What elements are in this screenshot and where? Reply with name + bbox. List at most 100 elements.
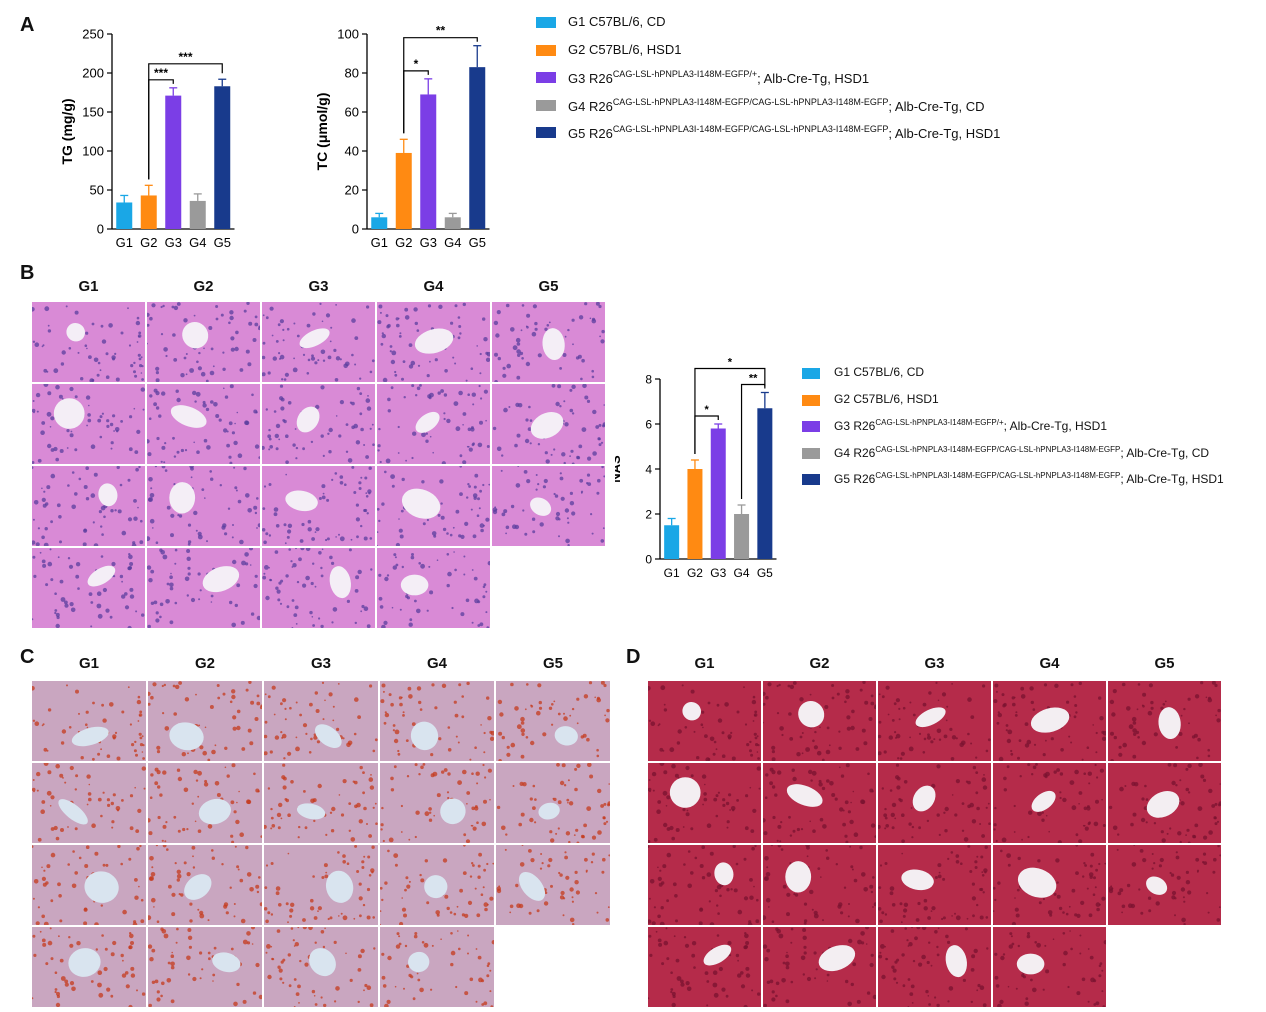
micrograph-tile (146, 546, 262, 629)
y-tick-label: 6 (645, 418, 652, 432)
micrograph-tile (492, 465, 606, 547)
significance-label: * (704, 404, 709, 416)
legend-swatch (536, 17, 556, 28)
panel-label-d: D (626, 646, 641, 668)
y-tick-label: 40 (345, 144, 359, 159)
y-tick-label: 200 (82, 66, 104, 81)
micrograph-tile (30, 844, 146, 927)
bar-g4 (444, 217, 461, 229)
micrograph-tile (377, 548, 492, 630)
bar-g4 (734, 514, 750, 559)
micrograph-tile (380, 681, 496, 761)
legend-swatch (802, 447, 820, 459)
column-title-g1: G1 (694, 655, 715, 672)
significance-label: *** (178, 50, 192, 64)
micrograph-tile (145, 384, 261, 465)
panel-label-c: C (20, 646, 35, 668)
micrograph-tile (261, 302, 375, 382)
column-title-g3: G3 (924, 655, 945, 672)
column-title-g4: G4 (426, 655, 447, 672)
micrograph-tile (646, 681, 761, 762)
micrograph-tile (146, 843, 264, 925)
y-tick-label: 50 (90, 183, 104, 198)
column-title-g5: G5 (1154, 655, 1175, 672)
bar-g2 (687, 469, 703, 559)
bar-g2 (395, 152, 412, 229)
legend-swatch (536, 44, 556, 56)
micrograph-tile (492, 383, 607, 466)
micrograph-tile (496, 762, 612, 845)
y-tick-label: 100 (82, 144, 104, 159)
significance-label: * (728, 357, 733, 369)
legend-swatch (536, 127, 556, 138)
micrograph-tile (146, 680, 264, 762)
micrograph-tile (261, 465, 375, 546)
x-tick-label: G5 (757, 566, 773, 580)
y-axis-label: TC (μmol/g) (314, 93, 330, 171)
y-axis-label: NAS (615, 455, 623, 483)
y-tick-label: 150 (82, 105, 104, 120)
micrograph-tile (761, 763, 877, 844)
y-tick-label: 100 (337, 27, 359, 42)
micrograph-tile (376, 465, 491, 548)
micrograph-tile (145, 301, 262, 383)
legend-label: G2 C57BL/6, HSD1 (834, 391, 939, 406)
legend-swatch (802, 474, 820, 485)
bar-g2 (140, 195, 157, 229)
micrograph-tile (761, 842, 878, 925)
micrograph-tile (496, 680, 610, 763)
micrograph-tile (647, 761, 761, 843)
micrograph-tile (262, 763, 378, 843)
micrograph-tile (264, 925, 378, 1008)
x-tick-label: G4 (734, 566, 750, 580)
legend-label: G5 R26CAG-LSL-hPNPLA3I-148M-EGFP/CAG-LSL… (834, 471, 1224, 486)
micrograph-tile (146, 763, 263, 844)
column-title-g4: G4 (423, 278, 444, 295)
legend-label: G1 C57BL/6, CD (834, 365, 925, 379)
bar-g5 (469, 67, 486, 230)
micrograph-tile (263, 681, 378, 761)
micrograph-tile (145, 463, 262, 546)
column-title-g5: G5 (542, 655, 563, 672)
legend-swatch (536, 72, 556, 83)
y-tick-label: 2 (645, 508, 652, 522)
micrograph-tile (876, 763, 991, 843)
x-tick-label: G5 (469, 235, 486, 250)
micrograph-tile (993, 763, 1106, 845)
micrograph-tile (1108, 762, 1223, 845)
panel-label-a: A (20, 14, 35, 36)
micrograph-tile (877, 681, 991, 761)
x-tick-label: G1 (664, 566, 680, 580)
significance-label: *** (154, 66, 168, 80)
micrograph-tile (379, 844, 495, 927)
micrograph-tile (263, 844, 378, 925)
micrograph-tile (30, 302, 145, 383)
bar-g1 (664, 525, 680, 559)
micrograph-tile (646, 844, 761, 927)
micrograph-tile (492, 301, 605, 384)
micrograph-tile (260, 384, 375, 464)
micrograph-tile (993, 927, 1108, 1009)
column-title-g3: G3 (310, 655, 331, 672)
x-tick-label: G2 (140, 235, 157, 250)
panel-label-b: B (20, 262, 35, 284)
micrograph-tile (31, 761, 146, 843)
micrograph-tile (1108, 844, 1222, 926)
column-title-g3: G3 (308, 278, 329, 295)
significance-bracket (403, 37, 478, 134)
column-title-g2: G2 (194, 655, 215, 672)
micrograph-tile (496, 844, 611, 926)
micrograph-tile (647, 927, 761, 1010)
micrograph-tile (992, 844, 1107, 927)
micrograph-tile (878, 925, 991, 1008)
micrograph-tile (377, 302, 492, 383)
micrograph-tile (30, 465, 145, 548)
bar-g3 (165, 95, 182, 230)
micrograph-tile (380, 927, 496, 1009)
bar-g1 (371, 217, 388, 229)
y-tick-label: 0 (97, 222, 104, 237)
legend-label: G3 R26CAG-LSL-hPNPLA3-I148M-EGFP/+; Alb-… (834, 418, 1107, 433)
micrograph-tile (877, 844, 991, 925)
micrograph-tile (31, 548, 145, 631)
x-tick-label: G4 (189, 235, 206, 250)
